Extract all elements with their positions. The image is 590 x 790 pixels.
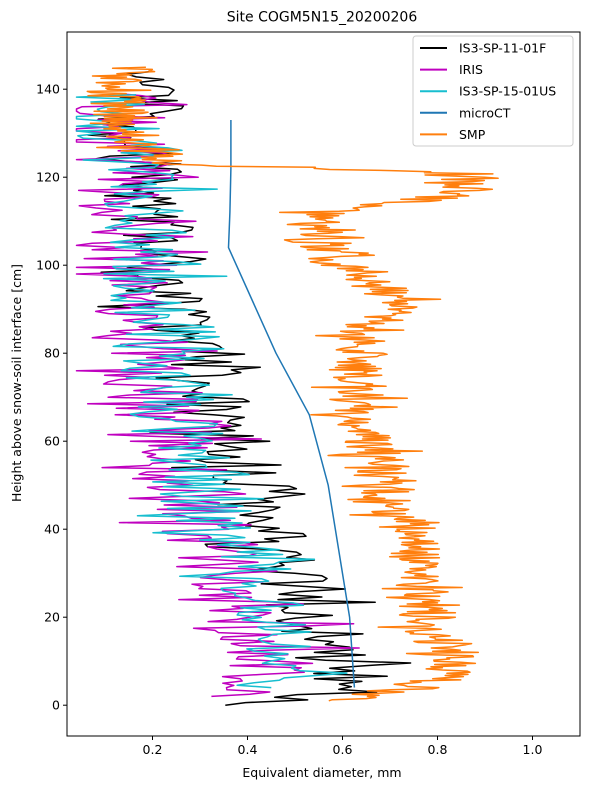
y-tick-label: 60 xyxy=(44,434,60,449)
series-line-2 xyxy=(75,93,348,689)
y-tick-label: 80 xyxy=(44,346,60,361)
y-tick-label: 40 xyxy=(44,522,60,537)
legend-box xyxy=(412,35,574,147)
y-axis: 0 20 40 60 80 100 120 140 xyxy=(36,82,67,713)
y-tick-label: 120 xyxy=(36,170,60,185)
x-tick-label: 0.6 xyxy=(333,742,353,757)
x-tick-label: 0.8 xyxy=(428,742,448,757)
x-tick-label: 1.0 xyxy=(523,742,543,757)
x-axis: 0.2 0.4 0.6 0.8 1.0 xyxy=(143,736,543,757)
series-line-1 xyxy=(75,92,360,698)
y-tick-label: 20 xyxy=(44,610,60,625)
series-line-4 xyxy=(86,66,499,702)
y-tick-label: 100 xyxy=(36,258,60,273)
legend-label: IS3-SP-15-01US xyxy=(459,84,556,99)
x-tick-label: 0.2 xyxy=(143,742,163,757)
legend: IS3-SP-11-01F IRIS IS3-SP-15-01US microCT SM… xyxy=(412,35,574,147)
legend-label: microCT xyxy=(459,105,511,120)
series-line-3 xyxy=(227,120,356,688)
y-tick-label: 140 xyxy=(36,82,60,97)
plot-frame xyxy=(66,31,581,737)
chart-title: Site COGM5N15_20200206 xyxy=(227,10,418,26)
series-layer xyxy=(75,66,499,706)
series-line-0 xyxy=(87,70,412,706)
x-axis-title: Equivalent diameter, mm xyxy=(242,765,401,780)
x-tick-label: 0.4 xyxy=(238,742,258,757)
y-tick-label: 0 xyxy=(52,698,60,713)
legend-label: IS3-SP-11-01F xyxy=(459,41,546,56)
y-axis-title: Height above snow-soil interface [cm] xyxy=(9,264,24,502)
legend-label: SMP xyxy=(459,127,486,142)
legend-label: IRIS xyxy=(459,62,483,77)
